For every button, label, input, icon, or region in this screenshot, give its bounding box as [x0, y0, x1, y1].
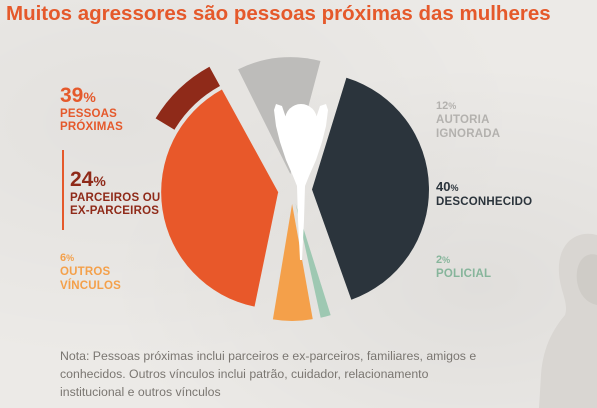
policial-sym: % [442, 255, 451, 265]
raised-arms-figure-icon [274, 104, 328, 260]
policial-pct: 2 [436, 254, 443, 266]
label-outros-vinculos: 6% OUTROS VÍNCULOS [60, 248, 121, 293]
pessoas-proximas-line2: PRÓXIMAS [60, 121, 123, 134]
outros-sym: % [66, 253, 75, 263]
autoria-line1: AUTORIA [436, 114, 490, 127]
desconhecido-sym: % [450, 183, 459, 193]
pessoas-proximas-line1: PESSOAS [60, 108, 118, 121]
slice-outros-vinculos [272, 203, 313, 321]
outros-line2: VÍNCULOS [60, 279, 122, 292]
outros-line1: OUTROS [60, 266, 111, 279]
slice-pessoas-proximas [161, 89, 279, 307]
slice-policial [295, 203, 331, 318]
label-autoria-ignorada: 12% AUTORIA IGNORADA [436, 96, 500, 141]
pie-slices [155, 57, 429, 321]
woman-silhouette-icon [539, 233, 597, 408]
label-pessoas-proximas: 39% PESSOAS PRÓXIMAS [60, 84, 123, 135]
label-desconhecido: 40% DESCONHECIDO [436, 178, 532, 210]
autoria-line2: IGNORADA [436, 127, 501, 140]
footnote: Nota: Pessoas próximas inclui parceiros … [60, 349, 477, 399]
slice-parceiros-ex-parceiros [155, 66, 220, 130]
policial-line1: POLICIAL [436, 268, 492, 281]
desconhecido-pct: 40 [436, 179, 451, 194]
pessoas-proximas-sym: % [83, 89, 96, 105]
parceiros-line1: PARCEIROS OU [70, 192, 161, 205]
parceiros-line2: EX-PARCEIROS [70, 205, 160, 218]
label-policial: 2% POLICIAL [436, 250, 491, 282]
autoria-pct: 12 [436, 100, 449, 112]
desconhecido-line1: DESCONHECIDO [436, 196, 533, 209]
autoria-sym: % [448, 101, 457, 111]
outros-pct: 6 [60, 252, 67, 264]
parceiros-sym: % [93, 173, 106, 189]
parceiros-pct: 24 [70, 168, 94, 191]
slice-desconhecido [311, 77, 429, 300]
pessoas-proximas-pct: 39 [60, 84, 84, 107]
label-parceiros: 24% PARCEIROS OU EX-PARCEIROS [70, 168, 160, 219]
page-title: Muitos agressores são pessoas próximas d… [6, 2, 551, 25]
subgroup-divider [62, 150, 64, 230]
